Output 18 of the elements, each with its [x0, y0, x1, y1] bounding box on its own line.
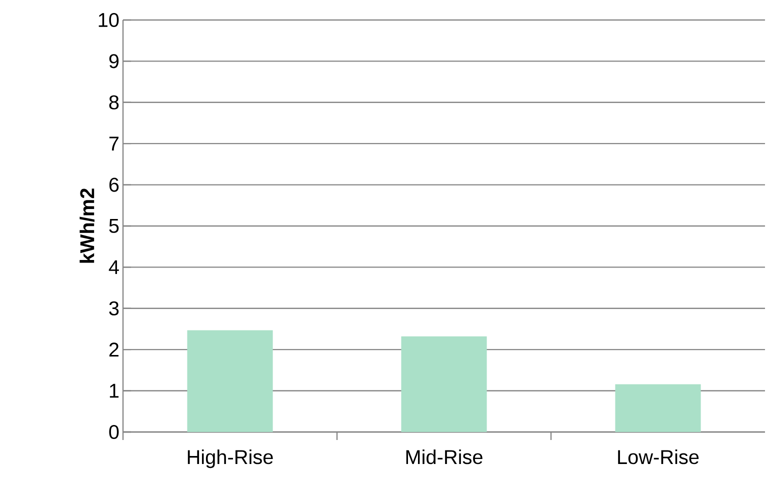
y-tick-label: 1	[110, 384, 119, 398]
y-tick-label: 6	[109, 178, 119, 192]
y-tick-label: 5	[109, 219, 119, 233]
y-axis-title: kWh/m2	[80, 188, 94, 263]
y-tick-label: 10	[98, 12, 119, 28]
y-tick-label: 9	[109, 54, 119, 68]
bar	[401, 336, 487, 432]
x-tick-label: High-Rise	[188, 450, 273, 468]
y-tick-label: 0	[109, 424, 119, 440]
bar	[187, 330, 273, 432]
y-tick-label: 3	[109, 301, 119, 316]
y-tick-label: 4	[108, 260, 119, 274]
x-tick-label: Mid-Rise	[406, 450, 482, 464]
bar	[615, 384, 701, 432]
y-tick-label: 8	[109, 95, 119, 110]
y-tick-label: 7	[109, 136, 118, 150]
y-tick-label: 2	[109, 342, 118, 357]
x-tick-label: Low-Rise	[618, 450, 699, 464]
